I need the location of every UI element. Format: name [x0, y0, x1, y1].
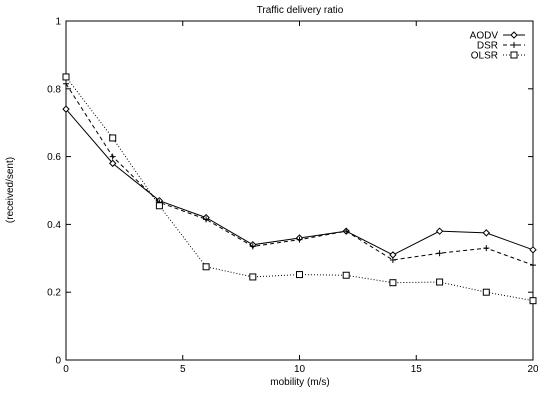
series-line	[65, 76, 534, 302]
y-axis-label: (received/sent)	[5, 157, 16, 223]
data-point	[155, 202, 163, 210]
data-point	[109, 134, 117, 142]
data-point	[482, 288, 490, 296]
y-tick-label: 0.2	[47, 288, 61, 299]
data-point	[62, 105, 70, 113]
x-tick-label: 15	[411, 364, 423, 375]
chart-title: Traffic delivery ratio	[257, 5, 344, 16]
data-point	[435, 227, 444, 235]
data-point	[109, 153, 116, 160]
legend-label: DSR	[477, 41, 498, 52]
legend-label: AODV	[470, 31, 499, 42]
data-point	[203, 216, 210, 223]
legend-marker	[510, 31, 518, 39]
data-point	[436, 250, 443, 257]
data-point	[202, 263, 210, 271]
data-point	[296, 236, 303, 243]
data-point	[389, 256, 396, 263]
legend-item: AODV	[470, 31, 525, 42]
x-tick-label: 20	[527, 364, 538, 375]
series-line	[65, 108, 534, 256]
data-point	[62, 73, 70, 81]
legend-label: OLSR	[471, 51, 498, 62]
data-point	[530, 262, 536, 269]
y-tick-label: 0.4	[47, 220, 61, 231]
legend-marker	[511, 42, 517, 48]
data-point	[436, 278, 444, 286]
data-point	[529, 297, 537, 305]
x-axis-label: mobility (m/s)	[270, 377, 329, 388]
x-tick-label: 0	[63, 364, 69, 375]
y-tick-label: 1	[55, 17, 61, 28]
legend-marker	[510, 51, 518, 59]
y-tick-label: 0	[55, 356, 61, 367]
data-point	[343, 228, 350, 235]
data-point	[108, 159, 117, 168]
data-point	[249, 243, 256, 250]
series-dsr	[63, 80, 536, 269]
series-layer	[62, 73, 537, 305]
data-point	[296, 271, 303, 279]
data-point	[483, 245, 490, 252]
y-tick-label: 0.6	[47, 152, 61, 163]
y-tick-label: 0.8	[47, 84, 61, 95]
data-point	[342, 271, 350, 279]
data-point	[389, 279, 397, 287]
axis-ticks: 0 5 10 15 20 0 0.2 0.4 0.6 0.8 1	[47, 17, 538, 376]
series-aodv	[62, 105, 537, 259]
data-point	[529, 246, 537, 254]
data-point	[63, 80, 69, 87]
series-olsr	[62, 73, 537, 305]
legend-item: DSR	[477, 41, 525, 52]
legend-item: OLSR	[471, 51, 525, 62]
x-tick-label: 5	[180, 364, 186, 375]
data-point	[249, 273, 257, 281]
x-tick-label: 10	[294, 364, 306, 375]
plot-area	[65, 20, 534, 361]
data-point	[482, 229, 491, 237]
